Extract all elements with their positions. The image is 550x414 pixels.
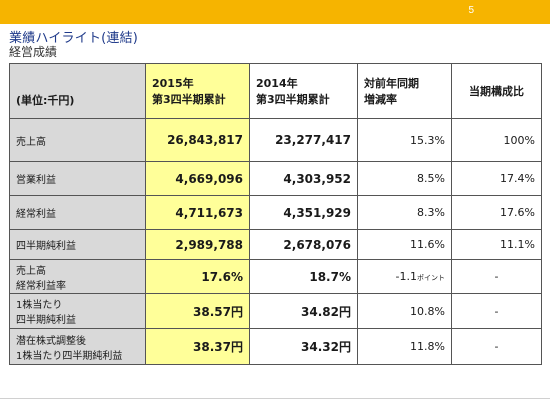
value-2015: 2,989,788 [145, 229, 250, 260]
table-header-row: (単位:千円) 2015年 第3四半期累計 2014年 第3四半期累計 対前年同… [9, 63, 542, 119]
value-share: - [451, 293, 542, 329]
header-yoy-line2: 増減率 [364, 93, 397, 106]
header-yoy: 対前年同期 増減率 [357, 63, 452, 119]
value-yoy: 10.8% [357, 293, 452, 329]
value-2015: 38.57円 [145, 293, 250, 329]
row-label-line1: 1株当たり [16, 300, 63, 311]
value-share: 17.4% [451, 161, 542, 196]
table-row: 四半期純利益 2,989,788 2,678,076 11.6% 11.1% [9, 229, 542, 260]
value-2015: 4,711,673 [145, 195, 250, 230]
value-2015: 38.37円 [145, 328, 250, 365]
row-label-line2: 四半期純利益 [16, 315, 76, 326]
value-share: 11.1% [451, 229, 542, 260]
value-2014: 23,277,417 [249, 118, 358, 162]
header-2015-line1: 2015年 [152, 77, 194, 90]
value-yoy: 11.6% [357, 229, 452, 260]
value-share: - [451, 259, 542, 294]
value-yoy: 8.3% [357, 195, 452, 230]
row-label-line1: 売上高 [16, 265, 46, 277]
slide-header-bar: 5 [0, 0, 550, 24]
row-label: 営業利益 [9, 161, 146, 196]
value-2015: 26,843,817 [145, 118, 250, 162]
value-yoy: 15.3% [357, 118, 452, 162]
row-label: 1株当たり 四半期純利益 [9, 293, 146, 329]
value-2014: 2,678,076 [249, 229, 358, 260]
value-number: 38.37 [193, 340, 231, 354]
value-unit: 円 [230, 304, 243, 319]
slide-subtitle: 経営成績 [9, 45, 58, 59]
table-row: 売上高 26,843,817 23,277,417 15.3% 100% [9, 118, 542, 162]
header-yoy-line1: 対前年同期 [364, 77, 419, 90]
table-row: 潜在株式調整後 1株当たり四半期純利益 38.37円 34.32円 11.8% … [9, 328, 542, 365]
results-table: (単位:千円) 2015年 第3四半期累計 2014年 第3四半期累計 対前年同… [9, 63, 542, 365]
row-label: 経常利益 [9, 195, 146, 230]
value-2014: 4,351,929 [249, 195, 358, 230]
header-unit: (単位:千円) [9, 63, 146, 119]
row-label: 四半期純利益 [9, 229, 146, 260]
header-2015-line2: 第3四半期累計 [152, 93, 226, 106]
table-row: 営業利益 4,669,096 4,303,952 8.5% 17.4% [9, 161, 542, 196]
row-label-line2: 経常利益率 [16, 280, 66, 292]
header-2014-line2: 第3四半期累計 [256, 93, 330, 106]
row-label: 売上高 経常利益率 [9, 259, 146, 294]
value-yoy: -1.1ポイント [357, 259, 452, 294]
value-2014: 34.32円 [249, 328, 358, 365]
row-label: 潜在株式調整後 1株当たり四半期純利益 [9, 328, 146, 365]
value-number: 34.32 [301, 340, 339, 354]
value-number: 34.82 [301, 304, 339, 319]
value-yoy: 11.8% [357, 328, 452, 365]
row-label-line2: 1株当たり四半期純利益 [16, 350, 123, 362]
slide-title: 業績ハイライト(連結) [9, 31, 139, 46]
value-2014: 4,303,952 [249, 161, 358, 196]
value-number: 38.57 [193, 304, 231, 319]
value-share: 17.6% [451, 195, 542, 230]
table-row: 売上高 経常利益率 17.6% 18.7% -1.1ポイント - [9, 259, 542, 294]
yoy-unit: ポイント [417, 274, 445, 282]
value-share: 100% [451, 118, 542, 162]
value-2014: 18.7% [249, 259, 358, 294]
row-label: 売上高 [9, 118, 146, 162]
value-share: - [451, 328, 542, 365]
table-row: 1株当たり 四半期純利益 38.57円 34.82円 10.8% - [9, 293, 542, 329]
yoy-main: -1.1 [395, 270, 417, 283]
header-2014-line1: 2014年 [256, 77, 298, 90]
value-yoy: 8.5% [357, 161, 452, 196]
header-2014: 2014年 第3四半期累計 [249, 63, 358, 119]
value-2015: 17.6% [145, 259, 250, 294]
table-row: 経常利益 4,711,673 4,351,929 8.3% 17.6% [9, 195, 542, 230]
header-2015: 2015年 第3四半期累計 [145, 63, 250, 119]
value-2014: 34.82円 [249, 293, 358, 329]
page-number: 5 [468, 5, 474, 16]
slide-footer-divider [0, 398, 550, 399]
row-label-line1: 潜在株式調整後 [16, 335, 86, 347]
header-share: 当期構成比 [451, 63, 542, 119]
value-unit: 円 [230, 340, 243, 354]
value-2015: 4,669,096 [145, 161, 250, 196]
value-unit: 円 [338, 340, 351, 354]
value-unit: 円 [338, 304, 351, 319]
